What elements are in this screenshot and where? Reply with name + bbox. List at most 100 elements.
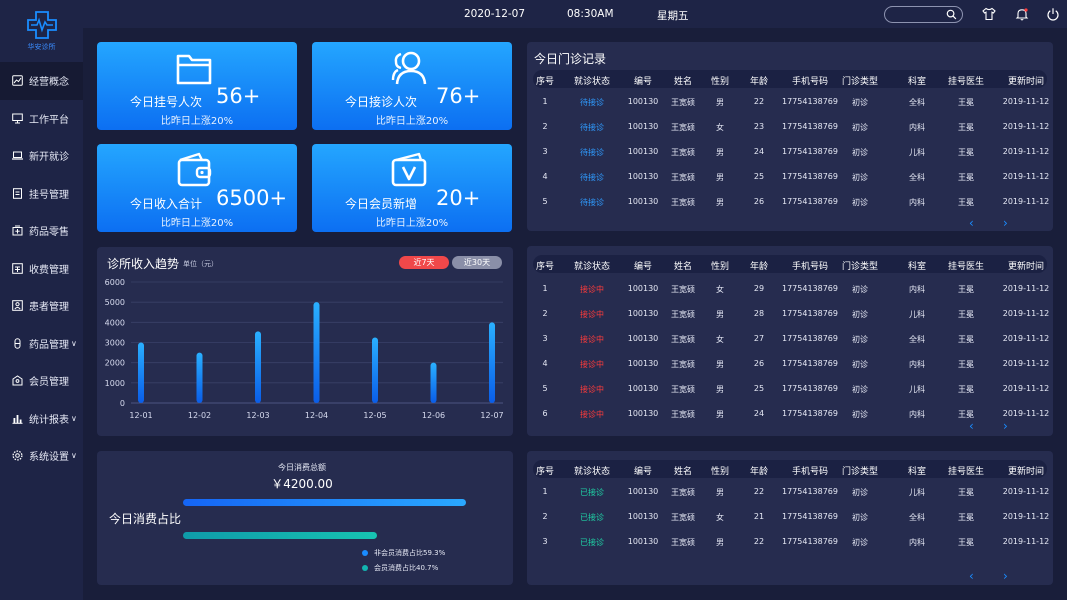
column-header[interactable]: 科室	[907, 77, 927, 87]
bar-12-01[interactable]	[138, 342, 144, 404]
table-cell: 王宽硕	[671, 198, 695, 207]
table-row[interactable]: 1 接诊中 100130 王宽硕 女 29 17754138769 初诊 内科 王冕 2019-11…	[533, 276, 1049, 301]
column-header[interactable]: 手机号码	[791, 77, 829, 87]
column-header[interactable]: 序号	[535, 262, 555, 272]
chevron-left-icon[interactable]: ‹	[969, 216, 974, 230]
sidebar-item[interactable]: 经营概念	[0, 62, 83, 100]
bar-12-07[interactable]	[489, 322, 495, 403]
sidebar-item[interactable]: 统计报表 ∨	[0, 400, 83, 438]
bar-12-05[interactable]	[372, 337, 378, 403]
column-header[interactable]: 更新时间	[1007, 77, 1045, 87]
table-cell: 2019-11-12	[1002, 409, 1050, 418]
table-cell: 女	[716, 335, 724, 344]
card-members[interactable]: 今日会员新增 20+ 比昨日上涨20%	[312, 144, 512, 232]
column-header[interactable]: 科室	[907, 467, 927, 477]
table-cell: 男	[716, 198, 724, 207]
table-row[interactable]: 2 接诊中 100130 王宽硕 男 28 17754138769 初诊 儿科 王冕 2019-11…	[533, 301, 1049, 326]
chevron-right-icon[interactable]: ›	[1003, 569, 1008, 583]
card-consultations[interactable]: 今日接诊人次 76+ 比昨日上涨20%	[312, 42, 512, 130]
column-header[interactable]: 序号	[535, 467, 555, 477]
patient-icon	[12, 300, 23, 312]
column-header[interactable]: 挂号医生	[947, 262, 985, 272]
table-cell: 17754138769	[782, 309, 838, 318]
table-row[interactable]: 4 待接诊 100130 王宽硕 男 25 17754138769 初诊 全科 王冕 2019-11…	[533, 164, 1049, 189]
column-header[interactable]: 科室	[907, 262, 927, 272]
column-header[interactable]: 性别	[710, 467, 730, 477]
table-row[interactable]: 3 已接诊 100130 王宽硕 男 22 17754138769 初诊 内科 王冕 2019-11…	[533, 529, 1049, 554]
logo[interactable]: 华安诊所	[0, 0, 83, 62]
column-header[interactable]: 编号	[633, 467, 653, 477]
column-header[interactable]: 年龄	[749, 262, 769, 272]
last-30-days-button[interactable]: 近30天	[452, 256, 502, 269]
table-cell: 17754138769	[782, 512, 838, 521]
sidebar-item[interactable]: 会员管理	[0, 362, 83, 400]
table-cell: 王冕	[958, 173, 974, 182]
table-row[interactable]: 5 待接诊 100130 王宽硕 男 26 17754138769 初诊 内科 王冕 2019-11…	[533, 189, 1049, 214]
table-row[interactable]: 1 待接诊 100130 王宽硕 男 22 17754138769 初诊 全科 王冕 2019-11…	[533, 89, 1049, 114]
column-header[interactable]: 挂号医生	[947, 77, 985, 87]
chevron-right-icon[interactable]: ›	[1003, 419, 1008, 433]
table-row[interactable]: 1 已接诊 100130 王宽硕 男 22 17754138769 初诊 儿科 王冕 2019-11…	[533, 479, 1049, 504]
card-registrations[interactable]: 今日挂号人次 56+ 比昨日上涨20%	[97, 42, 297, 130]
table-row[interactable]: 3 待接诊 100130 王宽硕 男 24 17754138769 初诊 儿科 王冕 2019-11…	[533, 139, 1049, 164]
chevron-right-icon[interactable]: ›	[1003, 216, 1008, 230]
table-title: 今日门诊记录	[534, 52, 607, 66]
sidebar-item[interactable]: 收费管理	[0, 250, 83, 288]
table-row[interactable]: 5 接诊中 100130 王宽硕 男 25 17754138769 初诊 儿科 王冕 2019-11…	[533, 376, 1049, 401]
sidebar-item[interactable]: 挂号管理	[0, 175, 83, 213]
search-icon[interactable]	[946, 9, 957, 20]
table-row[interactable]: 2 待接诊 100130 王宽硕 女 23 17754138769 初诊 内科 王冕 2019-11…	[533, 114, 1049, 139]
column-header[interactable]: 门诊类型	[841, 77, 879, 87]
legend-label: 会员消费占比40.7%	[374, 564, 439, 572]
column-header[interactable]: 序号	[535, 77, 555, 87]
column-header[interactable]: 更新时间	[1007, 467, 1045, 477]
notification-bell-icon[interactable]	[1015, 7, 1029, 21]
sidebar-item[interactable]: 患者管理	[0, 287, 83, 325]
search-input[interactable]	[884, 6, 963, 23]
column-header[interactable]: 就诊状态	[573, 262, 611, 272]
column-header[interactable]: 年龄	[749, 77, 769, 87]
bar-12-06[interactable]	[430, 362, 437, 403]
column-header[interactable]: 编号	[633, 77, 653, 87]
bar-12-04[interactable]	[313, 302, 320, 403]
sidebar-item[interactable]: 工作平台	[0, 100, 83, 138]
column-header[interactable]: 就诊状态	[573, 467, 611, 477]
table-cell: 男	[716, 385, 724, 394]
sidebar-item[interactable]: 新开就诊	[0, 137, 83, 175]
column-header[interactable]: 更新时间	[1007, 262, 1045, 272]
table-cell: 100130	[627, 409, 659, 418]
chevron-left-icon[interactable]: ‹	[969, 419, 974, 433]
bar-12-02[interactable]	[196, 352, 203, 403]
status-badge: 已接诊	[580, 488, 604, 497]
column-header[interactable]: 姓名	[673, 467, 693, 477]
chevron-left-icon[interactable]: ‹	[969, 569, 974, 583]
bar-12-03[interactable]	[255, 331, 261, 403]
column-header[interactable]: 门诊类型	[841, 467, 879, 477]
column-header[interactable]: 姓名	[673, 262, 693, 272]
sidebar-item[interactable]: 药品零售	[0, 212, 83, 250]
column-header[interactable]: 性别	[710, 77, 730, 87]
column-header[interactable]: 姓名	[673, 77, 693, 87]
monitor-icon	[12, 113, 23, 124]
column-header[interactable]: 挂号医生	[947, 467, 985, 477]
sidebar-item[interactable]: 系统设置 ∨	[0, 437, 83, 475]
card-income[interactable]: 今日收入合计 6500+ 比昨日上涨20%	[97, 144, 297, 232]
table-cell: 男	[716, 538, 724, 547]
column-header[interactable]: 年龄	[749, 467, 769, 477]
table-row[interactable]: 3 接诊中 100130 王宽硕 女 27 17754138769 初诊 全科 王冕 2019-11…	[533, 326, 1049, 351]
column-header[interactable]: 手机号码	[791, 262, 829, 272]
column-header[interactable]: 就诊状态	[573, 77, 611, 87]
column-header[interactable]: 手机号码	[791, 467, 829, 477]
column-header[interactable]: 门诊类型	[841, 262, 879, 272]
shirt-icon[interactable]	[982, 7, 996, 21]
table-row[interactable]: 4 接诊中 100130 王宽硕 男 26 17754138769 初诊 内科 王冕 2019-11…	[533, 351, 1049, 376]
table-row[interactable]: 6 接诊中 100130 王宽硕 男 24 17754138769 初诊 内科 王冕 2019-11…	[533, 401, 1050, 426]
table-cell: 全科	[909, 98, 925, 107]
table-cell: 全科	[909, 173, 925, 182]
last-7-days-button[interactable]: 近7天	[399, 256, 449, 269]
column-header[interactable]: 性别	[710, 262, 730, 272]
power-icon[interactable]	[1046, 7, 1060, 21]
sidebar-item[interactable]: 药品管理 ∨	[0, 325, 83, 363]
column-header[interactable]: 编号	[633, 262, 653, 272]
table-row[interactable]: 2 已接诊 100130 王宽硕 女 21 17754138769 初诊 全科 王冕 2019-11…	[533, 504, 1049, 529]
